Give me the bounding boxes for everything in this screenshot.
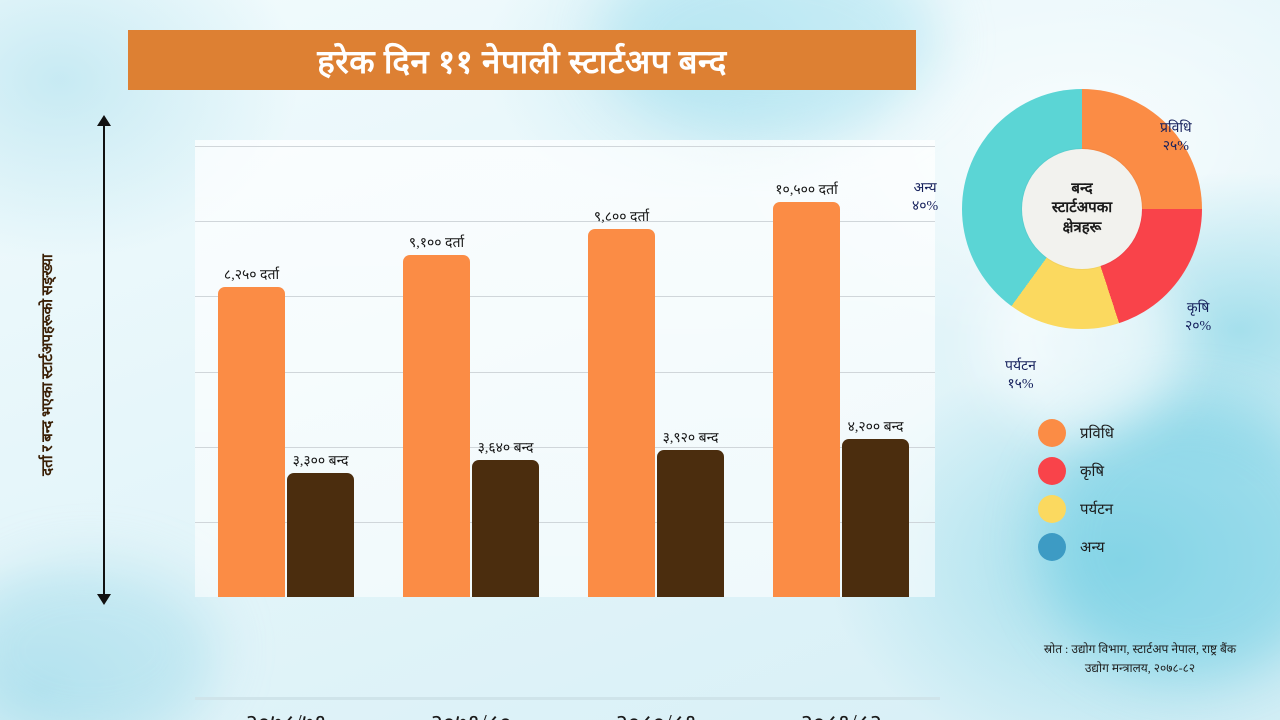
grid-line [195, 221, 935, 223]
bar-chart: दर्ता र बन्द भएका स्टार्टअपहरूको सङ्ख्या… [0, 100, 950, 720]
bar-दर्ता-२०८०/८१ [588, 228, 655, 597]
legend-item-अन्य[interactable]: अन्य [1038, 528, 1114, 566]
legend-color-swatch-icon [1038, 419, 1066, 447]
legend-color-swatch-icon [1038, 495, 1066, 523]
bar-value-label: ८,२५० दर्ता [223, 267, 280, 283]
grid-line [195, 446, 935, 448]
grid-line [195, 146, 935, 147]
slice-label-pravidhi-pct: २५% [1162, 138, 1189, 154]
grid-line [195, 296, 935, 298]
grid-line [195, 371, 935, 373]
slice-label-krishi-name: कृषि [1186, 301, 1210, 316]
bar-value-label: ९,१०० दर्ता [408, 235, 465, 251]
bar-बन्द-२०७८/७९ [287, 472, 354, 597]
slice-label-pravidhi-name: प्रविधि [1160, 121, 1192, 136]
legend-label: कृषि [1080, 464, 1105, 480]
bar-दर्ता-२०७९/८० [403, 255, 470, 597]
legend-label: पर्यटन [1080, 502, 1114, 518]
bar-बन्द-२०८१/८२ [842, 439, 909, 597]
plot-area [195, 140, 935, 597]
bar-value-label: ३,९२० बन्द [662, 430, 719, 446]
donut-center-label: बन्द स्टार्टअपका क्षेत्रहरू [1022, 149, 1142, 269]
slice-label-paryatan-pct: १५% [1007, 376, 1034, 392]
bar-value-label: ३,३०० बन्द [292, 453, 349, 469]
donut-legend: प्रविधि कृषि पर्यटन अन्य [1038, 414, 1114, 566]
legend-item-पर्यटन[interactable]: पर्यटन [1038, 490, 1114, 528]
bar-value-label: ९,८०० दर्ता [593, 209, 650, 225]
slice-label-paryatan: पर्यटन १५% [1005, 358, 1036, 393]
bar-बन्द-२०८०/८१ [657, 449, 724, 597]
x-axis-tick: २०८०/८१ [615, 706, 697, 720]
page-title: हरेक दिन ११ नेपाली स्टार्टअप बन्द [317, 44, 727, 81]
slice-label-anya: अन्य ४०% [912, 180, 938, 215]
legend-color-swatch-icon [1038, 457, 1066, 485]
slice-label-paryatan-name: पर्यटन [1005, 359, 1036, 374]
bar-दर्ता-२०८१/८२ [773, 202, 840, 597]
x-baseline [195, 697, 940, 700]
legend-label: अन्य [1080, 540, 1105, 556]
source-line-1: स्रोत : उद्योग विभाग, स्टार्टअप नेपाल, र… [1043, 642, 1237, 656]
legend-item-प्रविधि[interactable]: प्रविधि [1038, 414, 1114, 452]
y-axis-title: दर्ता र बन्द भएका स्टार्टअपहरूको सङ्ख्या [40, 254, 56, 476]
donut-center-line-1: बन्द [1071, 181, 1093, 198]
bar-value-label: ४,२०० बन्द [847, 420, 904, 436]
legend-color-swatch-icon [1038, 533, 1066, 561]
slice-label-krishi: कृषि २०% [1185, 300, 1211, 335]
x-axis-tick: २०७८/७९ [245, 706, 327, 720]
x-axis-tick: २०८१/८२ [800, 706, 882, 720]
slice-label-anya-pct: ४०% [912, 198, 939, 214]
slice-label-anya-name: अन्य [913, 181, 937, 196]
source-line-2: उद्योग मन्त्रालय, २०७८-८२ [1084, 660, 1196, 675]
donut-center-line-3: क्षेत्रहरू [1062, 219, 1102, 236]
bar-बन्द-२०७९/८० [472, 460, 539, 597]
source-note: स्रोत : उद्योग विभाग, स्टार्टअप नेपाल, र… [1044, 640, 1236, 677]
grid-line [195, 521, 935, 523]
slice-label-pravidhi: प्रविधि २५% [1160, 120, 1192, 155]
slice-label-krishi-pct: २०% [1185, 318, 1212, 334]
legend-item-कृषि[interactable]: कृषि [1038, 452, 1114, 490]
legend-label: प्रविधि [1080, 426, 1114, 442]
bar-value-label: १०,५०० दर्ता [775, 183, 838, 199]
title-banner: हरेक दिन ११ नेपाली स्टार्टअप बन्द [128, 30, 916, 90]
bar-दर्ता-२०७८/७९ [218, 286, 285, 597]
bar-value-label: ३,६४० बन्द [477, 441, 534, 457]
x-axis-tick: २०७९/८० [430, 706, 512, 720]
y-axis-arrow [97, 115, 111, 605]
donut-center-line-2: स्टार्टअपका [1051, 200, 1113, 217]
donut-chart: बन्द स्टार्टअपका क्षेत्रहरू [962, 89, 1202, 329]
